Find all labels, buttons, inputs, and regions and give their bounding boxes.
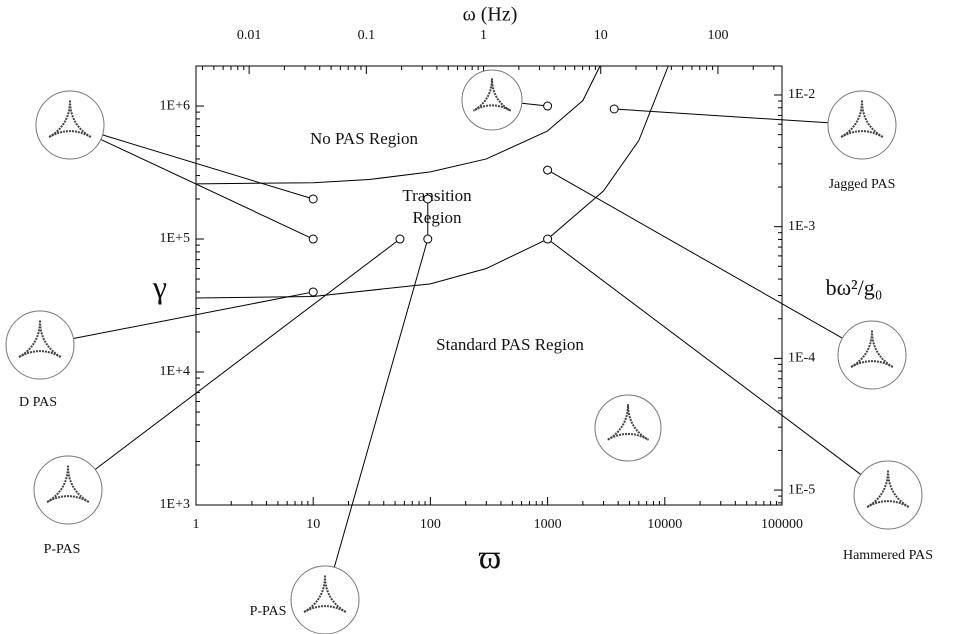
x-tick-label: 1 [193, 517, 200, 532]
x2-tick-label: 1 [480, 28, 487, 43]
data-point [544, 235, 552, 243]
chart: No PAS Region Transition Region Standard… [0, 0, 955, 634]
connector [334, 239, 427, 567]
data-point [424, 235, 432, 243]
y2-tick-label: 1E-2 [788, 87, 815, 102]
inset-label: D PAS [19, 395, 57, 410]
inset-image [838, 321, 906, 389]
x2-tick-label: 0.1 [358, 28, 376, 43]
x-tick-label: 1000 [534, 517, 562, 532]
y2-tick-label: 1E-3 [788, 219, 815, 234]
inset-label: P-PAS [250, 604, 287, 619]
inset-image [828, 91, 896, 159]
x2-tick-label: 10 [594, 28, 608, 43]
inset-label: Hammered PAS [843, 548, 933, 563]
connector [548, 170, 843, 338]
x-tick-label: 100 [420, 517, 441, 532]
inset-image [291, 566, 359, 634]
y-tick-label: 1E+6 [160, 98, 190, 113]
top-axis-label: ω (Hz) [463, 4, 518, 26]
y-tick-label: 1E+5 [160, 231, 190, 246]
data-point [309, 288, 317, 296]
inset-image [462, 70, 522, 130]
y-axis-label: γ [152, 268, 167, 304]
region-label: Region [412, 208, 462, 227]
data-point [309, 235, 317, 243]
inset-label: Jagged PAS [829, 177, 896, 192]
region-label: Standard PAS Region [436, 335, 584, 354]
data-point [610, 105, 618, 113]
inset-label: P-PAS [44, 542, 81, 557]
region-label: Transition [402, 186, 472, 205]
data-point [544, 102, 552, 110]
inset-image [854, 461, 922, 529]
x2-tick-label: 100 [707, 28, 728, 43]
y2-tick-label: 1E-4 [788, 351, 815, 366]
data-point [544, 166, 552, 174]
boundary-curve [196, 66, 668, 298]
inset-image [595, 395, 661, 461]
x-axis-label: ϖ [479, 539, 501, 576]
data-point [309, 195, 317, 203]
inset-image [36, 91, 104, 159]
data-point [396, 235, 404, 243]
y-tick-label: 1E+4 [160, 364, 190, 379]
inset-image [6, 311, 74, 379]
inset-image [34, 456, 102, 524]
y-tick-label: 1E+3 [160, 497, 190, 512]
x2-tick-label: 0.01 [237, 28, 262, 43]
data-point [424, 195, 432, 203]
right-axis-label: bω²/g₀ [826, 275, 883, 300]
plot-frame [196, 66, 782, 505]
connector [95, 239, 400, 469]
x-tick-label: 10000 [647, 517, 682, 532]
x-tick-label: 10 [306, 517, 320, 532]
y2-tick-label: 1E-5 [788, 482, 815, 497]
x-tick-label: 100000 [761, 517, 803, 532]
region-label: No PAS Region [310, 129, 419, 148]
boundary-curve [196, 66, 600, 184]
